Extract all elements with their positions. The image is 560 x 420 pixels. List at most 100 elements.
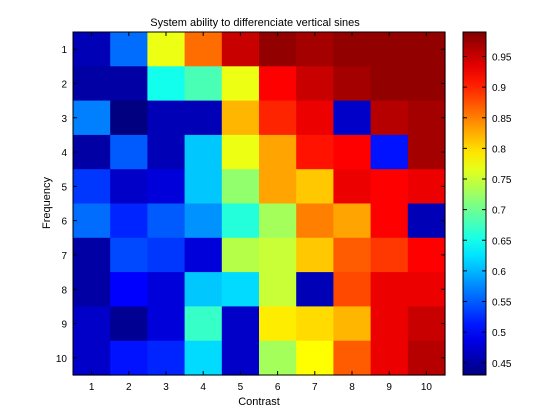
heatmap-cell-r10-c4 <box>184 340 223 376</box>
heatmap-cell-r6-c7 <box>296 203 334 239</box>
colorbar-tick-label: 0.45 <box>492 359 512 370</box>
colorbar-tick-label: 0.5 <box>492 328 506 339</box>
heatmap-cell-r1-c2 <box>110 32 148 67</box>
x-tick-label: 4 <box>200 382 206 393</box>
x-tick-label: 3 <box>163 382 169 393</box>
y-tick-label: 7 <box>61 251 67 262</box>
heatmap-cell-r4-c1 <box>73 134 111 170</box>
heatmap-cell-r5-c1 <box>73 169 111 205</box>
heatmap-cell-r2-c8 <box>333 66 372 102</box>
heatmap-cell-r10-c7 <box>296 340 334 376</box>
heatmap-cell-r10-c5 <box>221 340 260 376</box>
y-tick-label: 9 <box>61 320 67 331</box>
heatmap-cell-r5-c3 <box>147 169 186 205</box>
heatmap-cell-r9-c8 <box>333 306 372 342</box>
heatmap-cell-r1-c4 <box>184 32 223 67</box>
heatmap-cell-r7-c4 <box>184 237 223 273</box>
heatmap-cell-r7-c3 <box>147 237 186 273</box>
heatmap-cell-r7-c6 <box>259 237 297 273</box>
colorbar <box>462 31 487 376</box>
heatmap-cell-r1-c3 <box>147 32 186 67</box>
heatmap-cell-r10-c6 <box>259 340 297 376</box>
heatmap-cell-r4-c8 <box>333 134 372 170</box>
heatmap-cell-r8-c8 <box>333 272 372 307</box>
colorbar-tick-label: 0.55 <box>492 298 512 309</box>
heatmap-cell-r5-c9 <box>370 169 409 205</box>
heatmap-cell-r8-c9 <box>370 272 409 307</box>
y-tick-label: 1 <box>61 45 67 56</box>
heatmap-cell-r7-c1 <box>73 237 111 273</box>
heatmap-cell-r9-c4 <box>184 306 223 342</box>
heatmap-cell-r4-c4 <box>184 134 223 170</box>
heatmap-cell-r3-c4 <box>184 100 223 136</box>
heatmap-cell-r6-c6 <box>259 203 297 239</box>
heatmap-cell-r9-c2 <box>110 306 148 342</box>
heatmap-cell-r5-c10 <box>407 169 446 205</box>
heatmap-cells <box>73 32 446 376</box>
axis-ticks: 1 2 3 4 5 6 7 8 9 10 1 2 3 4 5 6 7 8 9 10 <box>56 32 445 393</box>
x-tick-label: 6 <box>275 382 281 393</box>
y-axis-label: Frequency <box>41 177 53 229</box>
heatmap-cell-r5-c7 <box>296 169 334 205</box>
heatmap-cell-r8-c3 <box>147 272 186 307</box>
heatmap-cell-r3-c8 <box>333 100 372 136</box>
y-tick-label: 2 <box>61 79 67 90</box>
heatmap-cell-r7-c9 <box>370 237 409 273</box>
heatmap-cell-r8-c6 <box>259 272 297 307</box>
heatmap-cell-r3-c2 <box>110 100 148 136</box>
heatmap-cell-r5-c8 <box>333 169 372 205</box>
heatmap-cell-r7-c5 <box>221 237 260 273</box>
heatmap-cell-r3-c5 <box>221 100 260 136</box>
heatmap-cell-r8-c10 <box>407 272 446 307</box>
heatmap-cell-r1-c1 <box>73 32 111 67</box>
heatmap-cell-r2-c10 <box>407 66 446 102</box>
heatmap-cell-r1-c5 <box>221 32 260 67</box>
y-tick-label: 3 <box>61 114 67 125</box>
heatmap-cell-r1-c7 <box>296 32 334 67</box>
x-tick-label: 7 <box>312 382 318 393</box>
heatmap-cell-r3-c1 <box>73 100 111 136</box>
y-tick-label: 10 <box>56 354 68 365</box>
y-tick-label: 5 <box>61 182 67 193</box>
heatmap-cell-r10-c1 <box>73 340 111 376</box>
heatmap-cell-r1-c10 <box>407 32 446 67</box>
heatmap-cell-r4-c10 <box>407 134 446 170</box>
heatmap-cell-r3-c6 <box>259 100 297 136</box>
heatmap-cell-r3-c9 <box>370 100 409 136</box>
heatmap-cell-r3-c3 <box>147 100 186 136</box>
heatmap-cell-r6-c4 <box>184 203 223 239</box>
heatmap-cell-r5-c2 <box>110 169 148 205</box>
colorbar-tick-label: 0.75 <box>492 175 512 186</box>
heatmap-cell-r9-c10 <box>407 306 446 342</box>
heatmap-cell-r8-c4 <box>184 272 223 307</box>
heatmap-cell-r10-c10 <box>407 340 446 376</box>
heatmap-cell-r2-c3 <box>147 66 186 102</box>
x-tick-label: 10 <box>421 382 433 393</box>
heatmap-cell-r5-c5 <box>221 169 260 205</box>
heatmap-cell-r8-c1 <box>73 272 111 307</box>
colorbar-tick-label: 0.8 <box>492 144 506 155</box>
y-tick-label: 4 <box>61 148 67 159</box>
x-tick-label: 5 <box>238 382 244 393</box>
y-tick-label: 8 <box>61 285 67 296</box>
heatmap-cell-r2-c4 <box>184 66 223 102</box>
x-axis-label: Contrast <box>238 396 280 408</box>
heatmap-cell-r10-c3 <box>147 340 186 376</box>
heatmap-cell-r5-c4 <box>184 169 223 205</box>
heatmap-cell-r7-c10 <box>407 237 446 273</box>
heatmap-cell-r6-c1 <box>73 203 111 239</box>
heatmap-cell-r2-c5 <box>221 66 260 102</box>
heatmap-cell-r4-c9 <box>370 134 409 170</box>
x-tick-label: 9 <box>386 382 392 393</box>
heatmap-cell-r9-c5 <box>221 306 260 342</box>
heatmap-cell-r6-c2 <box>110 203 148 239</box>
heatmap-cell-r4-c5 <box>221 134 260 170</box>
x-tick-label: 2 <box>126 382 132 393</box>
heatmap-cell-r9-c3 <box>147 306 186 342</box>
heatmap-cell-r9-c6 <box>259 306 297 342</box>
heatmap-cell-r1-c9 <box>370 32 409 67</box>
heatmap-cell-r4-c6 <box>259 134 297 170</box>
heatmap-cell-r1-c6 <box>259 32 297 67</box>
heatmap-cell-r3-c10 <box>407 100 446 136</box>
